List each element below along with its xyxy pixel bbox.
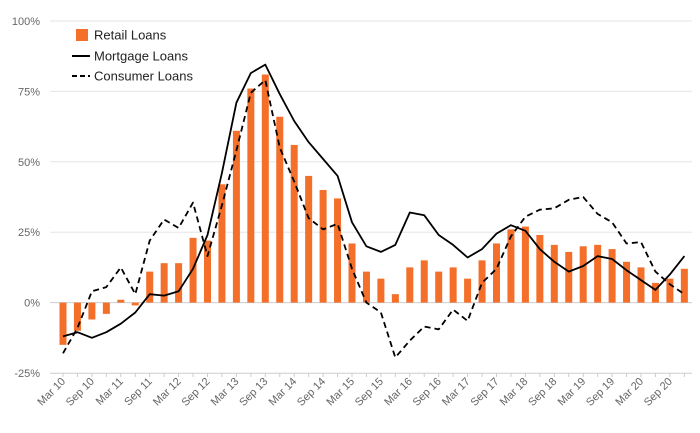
bar-retail-loans <box>247 88 255 303</box>
bar-retail-loans <box>406 267 414 303</box>
bar-retail-loans <box>102 302 110 314</box>
bar-retail-loans <box>377 278 385 303</box>
legend-swatch-bar <box>76 29 88 41</box>
bar-retail-loans <box>334 198 342 303</box>
bar-retail-loans <box>204 240 211 303</box>
x-tick-label: Mar 19 <box>556 376 589 409</box>
bar-retail-loans <box>449 267 457 303</box>
x-tick-label: Sep 17 <box>468 376 501 409</box>
bar-retail-loans <box>117 299 125 303</box>
bar-retail-loans <box>218 184 226 303</box>
bar-retail-loans <box>521 226 529 303</box>
consumer-loans-line <box>62 79 685 359</box>
x-tick-label: Sep 20 <box>642 376 675 409</box>
bar-retail-loans <box>362 271 370 303</box>
bar-retail-loans <box>435 271 443 303</box>
x-tick-label: Sep 16 <box>411 376 444 409</box>
bar-retail-loans <box>175 263 183 303</box>
bar-retail-loans <box>507 229 515 303</box>
y-tick-label: 75% <box>18 86 40 98</box>
x-tick-label: Mar 14 <box>267 376 300 409</box>
bar-retail-loans <box>536 235 544 303</box>
series-lines <box>62 63 686 359</box>
y-tick-label: 25% <box>18 227 40 239</box>
x-tick-label: Mar 20 <box>613 376 646 409</box>
y-tick-label: 0% <box>24 298 40 310</box>
x-tick-label: Mar 17 <box>440 376 473 409</box>
bar-retail-loans <box>420 260 428 303</box>
y-axis: 100% 75% 50% 25% 0% -25% <box>12 16 40 380</box>
bar-retail-loans <box>550 244 558 303</box>
x-tick-label: Mar 15 <box>324 376 357 409</box>
bar-retail-loans <box>59 302 67 345</box>
bar-retail-loans <box>276 116 284 303</box>
x-tick-label: Mar 18 <box>498 376 531 409</box>
legend: Retail Loans Mortgage Loans Consumer Loans <box>72 28 193 84</box>
bar-retail-loans <box>348 243 356 303</box>
bar-retail-loans <box>637 267 645 303</box>
bar-retail-loans <box>623 261 631 303</box>
bar-retail-loans <box>391 294 399 303</box>
bar-retail-loans <box>160 263 168 303</box>
bar-retail-loans <box>594 244 602 303</box>
x-tick-label: Sep 15 <box>353 376 386 409</box>
x-tick-label: Sep 19 <box>584 376 617 409</box>
x-tick-label: Sep 18 <box>526 376 559 409</box>
retail-loans-bars <box>59 74 688 345</box>
x-tick-label: Sep 13 <box>237 376 270 409</box>
x-tick-label: Sep 14 <box>295 376 328 409</box>
legend-label: Retail Loans <box>94 28 167 43</box>
bar-retail-loans <box>680 268 688 303</box>
bar-retail-loans <box>651 282 659 303</box>
bar-retail-loans <box>88 302 96 320</box>
x-tick-label: Sep 10 <box>64 376 97 409</box>
x-tick-label: Mar 10 <box>35 376 68 409</box>
bar-retail-loans <box>464 278 472 303</box>
x-tick-label: Sep 12 <box>179 376 212 409</box>
x-tick-label: Sep 11 <box>122 376 155 409</box>
bar-retail-loans <box>319 189 327 303</box>
x-tick-label: Mar 16 <box>382 376 415 409</box>
bar-retail-loans <box>493 243 500 303</box>
legend-label: Mortgage Loans <box>94 49 188 64</box>
bar-retail-loans <box>232 130 240 303</box>
bar-retail-loans <box>478 260 486 303</box>
bar-retail-loans <box>146 271 154 303</box>
y-tick-label: -25% <box>14 368 40 380</box>
bar-retail-loans <box>579 246 587 303</box>
bar-retail-loans <box>261 74 269 303</box>
bar-retail-loans <box>131 302 139 306</box>
x-tick-label: Mar 12 <box>151 376 184 409</box>
mortgage-loans-line <box>62 63 686 339</box>
x-tick-label: Mar 11 <box>94 376 126 408</box>
bar-retail-loans <box>608 249 616 303</box>
y-tick-label: 50% <box>18 157 40 169</box>
x-tick-label: Mar 13 <box>209 376 242 409</box>
bar-retail-loans <box>290 144 298 303</box>
bar-retail-loans <box>73 302 81 331</box>
bar-retail-loans <box>666 278 674 303</box>
legend-label: Consumer Loans <box>94 69 193 84</box>
y-tick-label: 100% <box>12 16 40 28</box>
bar-retail-loans <box>305 175 313 303</box>
bar-retail-loans <box>565 251 573 303</box>
